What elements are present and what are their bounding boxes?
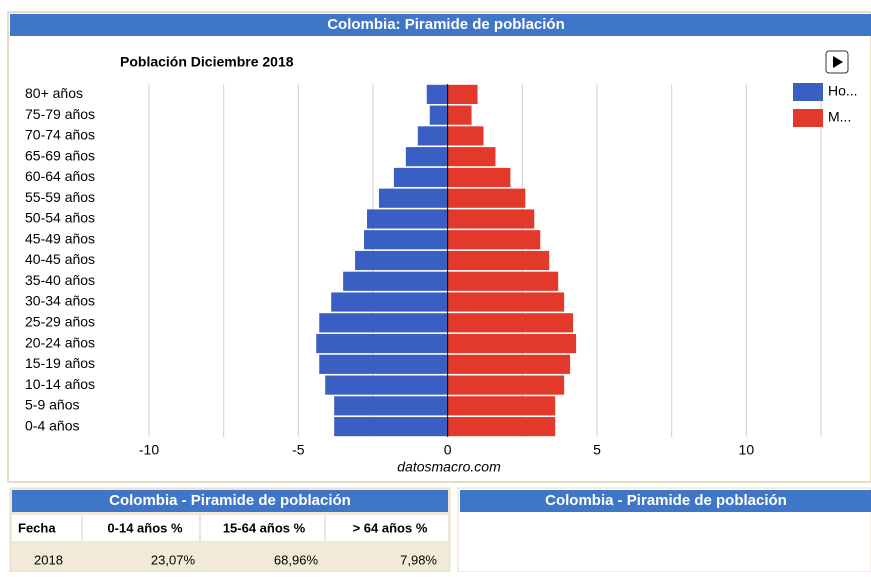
y-tick-label: 20-24 años — [25, 334, 95, 350]
bar — [447, 84, 478, 104]
y-tick-label: 75-79 años — [25, 106, 95, 122]
bar — [447, 292, 565, 312]
bar — [405, 147, 448, 167]
legend-swatch — [793, 83, 823, 101]
bar — [367, 209, 448, 229]
bar — [447, 209, 535, 229]
x-tick-label: -5 — [292, 442, 305, 458]
y-tick-label: 5-9 años — [25, 397, 79, 413]
bar — [447, 188, 526, 208]
x-tick-label: 5 — [593, 442, 601, 458]
y-tick-label: 15-19 años — [25, 355, 95, 371]
bar — [447, 126, 484, 146]
y-tick-label: 70-74 años — [25, 127, 95, 143]
panel2-header-bar — [460, 490, 871, 512]
watermark: datosmacro.com — [397, 459, 501, 475]
table-head-row — [12, 515, 448, 541]
cell: 2018 — [34, 552, 63, 567]
y-tick-label: 35-40 años — [25, 272, 95, 288]
bar — [319, 313, 448, 333]
y-tick-label: 10-14 años — [25, 376, 95, 392]
play-icon — [833, 56, 843, 68]
x-tick-label: 10 — [739, 442, 755, 458]
cell: 7,98% — [400, 552, 437, 567]
bar — [447, 354, 571, 374]
header-bar — [10, 14, 871, 36]
bar — [447, 230, 541, 250]
legend-swatch — [793, 109, 823, 127]
y-tick-label: 65-69 años — [25, 147, 95, 163]
bar — [378, 188, 448, 208]
column-header: 15-64 años % — [223, 520, 306, 535]
bar — [393, 167, 448, 188]
bar — [355, 250, 448, 271]
bar — [447, 313, 574, 333]
column-header: 0-14 años % — [107, 520, 183, 535]
panel2-title: Colombia - Piramide de población — [545, 492, 787, 509]
bar — [325, 375, 448, 395]
cell: 68,96% — [274, 552, 319, 567]
bar — [447, 167, 511, 188]
bar — [447, 417, 556, 437]
bar — [447, 271, 559, 291]
bar — [447, 375, 565, 395]
x-tick-label: 0 — [444, 442, 452, 458]
bar — [334, 417, 448, 437]
y-tick-label: 0-4 años — [25, 417, 79, 433]
column-header: > 64 años % — [353, 520, 428, 535]
bar — [364, 230, 448, 250]
bar — [319, 354, 448, 374]
bar — [447, 250, 550, 271]
y-tick-label: 60-64 años — [25, 168, 95, 184]
bar — [417, 126, 448, 146]
bar — [331, 292, 448, 312]
column-header: Fecha — [18, 520, 56, 535]
bar — [447, 396, 556, 416]
bar — [429, 105, 448, 125]
cell: 23,07% — [151, 552, 196, 567]
bar — [447, 333, 577, 354]
legend-label: M... — [828, 109, 851, 125]
chart-subtitle: Población Diciembre 2018 — [120, 54, 294, 70]
table-title: Colombia - Piramide de población — [109, 492, 351, 509]
y-tick-label: 80+ años — [25, 85, 83, 101]
header-title: Colombia: Piramide de población — [327, 16, 565, 33]
bar — [447, 147, 496, 167]
plot: -10 -5 0 5 10 80+ años 75-79 años 70-74 años 65-… — [25, 83, 858, 458]
table-header-bar — [12, 490, 448, 512]
y-tick-label: 30-34 años — [25, 293, 95, 309]
legend-label: Ho... — [828, 83, 858, 99]
y-tick-label: 55-59 años — [25, 189, 95, 205]
y-tick-label: 40-45 años — [25, 251, 95, 267]
y-tick-label: 25-29 años — [25, 313, 95, 329]
table: Fecha 0-14 años % 15-64 años % > 64 años % 2… — [18, 515, 437, 567]
bar — [343, 271, 448, 291]
x-tick-label: -10 — [139, 442, 159, 458]
y-tick-label: 45-49 años — [25, 230, 95, 246]
y-tick-label: 50-54 años — [25, 210, 95, 226]
bar — [426, 84, 448, 104]
bar — [334, 396, 448, 416]
bar — [316, 333, 448, 354]
bar — [447, 105, 472, 125]
